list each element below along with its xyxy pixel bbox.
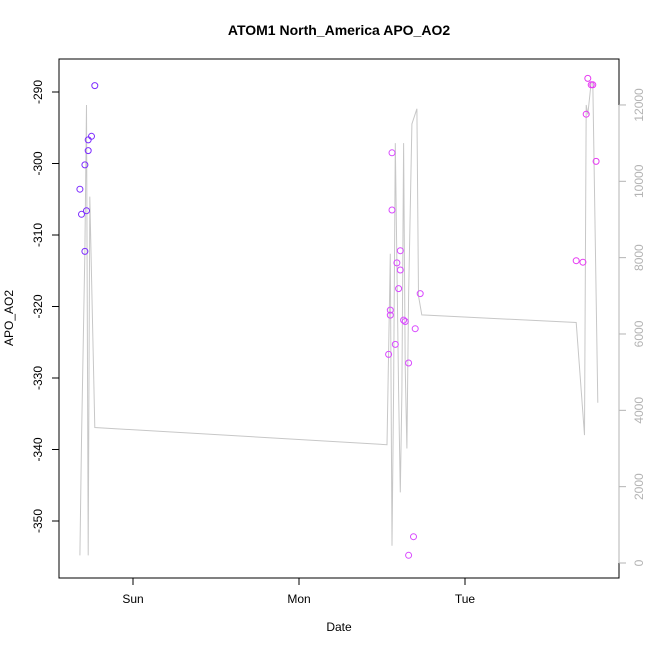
y-tick-label: -300 (31, 151, 45, 175)
plot-area-frame (58, 58, 620, 579)
x-tick-label: Mon (287, 592, 310, 606)
data-point (83, 207, 90, 215)
data-point (391, 340, 399, 348)
data-point (396, 247, 404, 255)
data-point (388, 149, 396, 157)
y2-tick-label: 10000 (632, 164, 646, 198)
secondary-series-line (79, 81, 599, 556)
data-point (416, 290, 424, 298)
data-point (78, 210, 85, 218)
data-points (76, 74, 600, 559)
y2-tick-label: 12000 (632, 88, 646, 122)
data-point (410, 533, 417, 541)
data-point (386, 306, 394, 314)
y-tick-label: -310 (31, 223, 45, 247)
y-tick-label: -350 (31, 509, 45, 533)
y-axis-label: APO_AO2 (2, 290, 16, 346)
data-point (386, 311, 394, 319)
y2-tick-label: 0 (632, 559, 646, 566)
y-tick-label: -290 (31, 80, 45, 104)
data-point (81, 161, 89, 169)
data-point (395, 285, 403, 293)
data-point (396, 266, 404, 274)
data-point (592, 157, 600, 165)
data-point (411, 325, 419, 333)
data-point (579, 258, 587, 266)
data-point (388, 206, 396, 214)
data-point (385, 350, 393, 358)
chart-title: ATOM1 North_America APO_AO2 (228, 22, 450, 38)
data-point (405, 551, 413, 559)
data-point (589, 81, 597, 89)
data-point (582, 110, 590, 118)
y-tick-label: -320 (31, 294, 45, 318)
y2-tick-label: 6000 (632, 320, 646, 347)
y2-tick-label: 8000 (632, 244, 646, 271)
data-point (91, 82, 99, 90)
x-tick-label: Sun (122, 592, 143, 606)
data-point (76, 185, 84, 193)
x-axis-label: Date (326, 620, 352, 634)
data-point (400, 316, 408, 324)
y-axis-ticks: -290 -300 -310 -320 -330 -340 -350 (31, 80, 59, 533)
data-point (81, 247, 89, 255)
data-point (88, 132, 95, 140)
y-tick-label: -340 (31, 437, 45, 461)
y2-axis-ticks: 0 2000 4000 6000 8000 10000 12000 (619, 88, 646, 566)
data-point (401, 318, 409, 325)
data-point (572, 257, 580, 265)
y-tick-label: -330 (31, 366, 45, 390)
y2-tick-label: 4000 (632, 397, 646, 424)
x-axis-ticks: Sun Mon Tue (122, 578, 475, 606)
y2-tick-label: 2000 (632, 473, 646, 500)
x-tick-label: Tue (455, 592, 476, 606)
data-point (405, 359, 413, 367)
data-point (584, 74, 592, 82)
data-point (393, 259, 401, 267)
data-point (84, 147, 92, 155)
